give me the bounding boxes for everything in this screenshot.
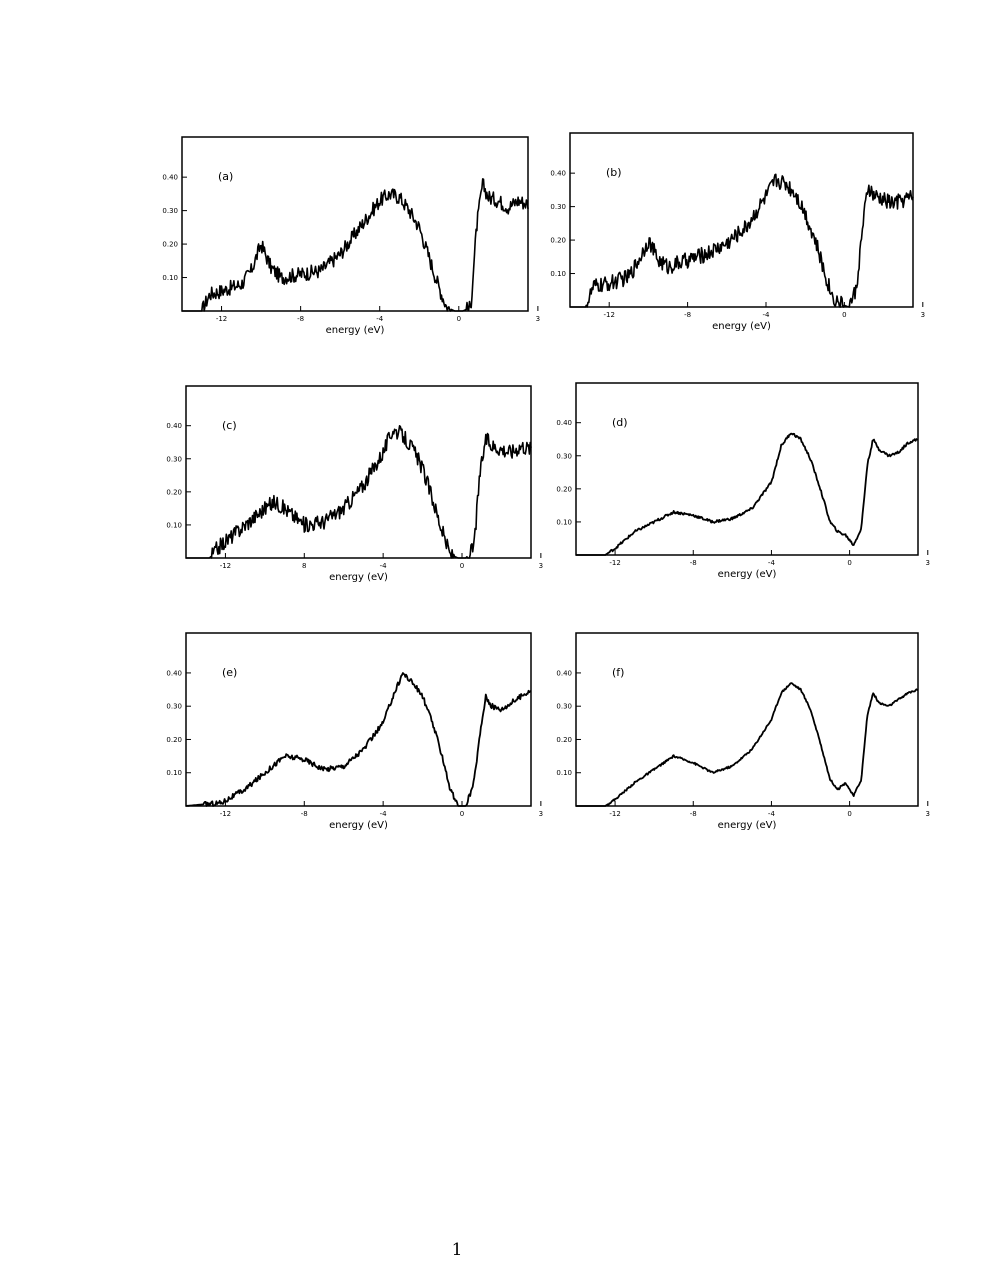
y-tick-label-e-2: 0.30 [166,703,182,711]
y-tick-label-f-2: 0.30 [556,703,572,711]
x-tick-label-d-1: -8 [690,559,697,567]
x-axis-title-d: energy (eV) [718,569,777,580]
spectrum-line-a [182,178,529,312]
plot-frame-e [185,632,532,807]
panel-label-d: (d) [612,416,628,429]
x-tick-label-f-3: 0 [847,810,851,818]
x-tick-label-d-0: -12 [609,559,620,567]
y-tick-label-c-2: 0.30 [166,455,182,463]
y-tick-label-d-0: 0.10 [556,518,572,526]
y-tick-label-a-1: 0.20 [162,241,178,249]
y-tick-label-b-0: 0.10 [550,270,566,278]
x-tick-label-a-4: 3 [536,315,540,323]
x-axis-title-e: energy (eV) [329,820,388,831]
y-tick-label-b-2: 0.30 [550,203,566,211]
y-tick-label-f-0: 0.10 [556,769,572,777]
y-tick-label-a-0: 0.10 [162,274,178,282]
x-tick-label-a-3: 0 [457,315,461,323]
x-tick-label-d-4: 3 [926,559,930,567]
spectrum-line-c [186,425,532,559]
y-tick-label-c-0: 0.10 [166,521,182,529]
x-tick-label-f-4: 3 [926,810,930,818]
x-tick-label-e-3: 0 [460,810,464,818]
plot-frame-f [575,632,919,807]
y-tick-label-a-2: 0.30 [162,207,178,215]
plot-frame-a [181,136,529,312]
y-tick-label-b-1: 0.20 [550,237,566,245]
x-tick-label-c-1: 8 [302,562,306,570]
x-axis-title-c: energy (eV) [329,572,388,583]
x-tick-label-b-2: -4 [763,311,771,319]
panel-b: 0.10 0.20 0.30 0.40 -12 -8 -4 0 3 energy (eV) (b) [550,132,925,332]
y-tick-label-d-2: 0.30 [556,452,572,460]
x-tick-label-b-0: -12 [603,311,614,319]
x-tick-label-b-3: 0 [842,311,846,319]
x-tick-label-f-2: -4 [768,810,776,818]
x-tick-label-b-1: -8 [684,311,691,319]
panel-label-b: (b) [606,166,622,179]
x-tick-label-c-2: -4 [380,562,388,570]
x-tick-label-d-3: 0 [847,559,851,567]
y-tick-label-f-3: 0.40 [556,669,572,677]
x-tick-label-e-1: -8 [301,810,308,818]
plot-frame-c [185,385,532,559]
x-tick-label-e-4: 3 [539,810,543,818]
panel-d: 0.10 0.20 0.30 0.40 -12 -8 -4 0 3 energy (eV) (d) [556,382,930,580]
x-axis-title-a: energy (eV) [326,325,385,336]
plot-frame-b [569,132,914,308]
y-tick-label-c-3: 0.40 [166,422,182,430]
y-tick-label-e-3: 0.40 [166,669,182,677]
spectrum-line-e [185,672,532,807]
x-axis-title-f: energy (eV) [718,820,777,831]
x-tick-label-c-0: -12 [220,562,231,570]
x-tick-label-a-1: -8 [297,315,304,323]
panel-label-f: (f) [612,666,624,679]
panel-label-a: (a) [218,170,233,183]
y-tick-label-c-1: 0.20 [166,488,182,496]
x-tick-label-f-1: -8 [690,810,697,818]
y-tick-label-b-3: 0.40 [550,170,566,178]
page-number: 1 [451,1240,463,1260]
panel-f: 0.10 0.20 0.30 0.40 -12 -8 -4 0 3 energy (eV) (f) [556,632,930,831]
plot-frame-d [575,382,919,556]
panel-a: 0.10 0.20 0.30 0.40 -12 -8 -4 0 3 energy (eV) (a) [162,136,540,336]
spectrum-line-b [570,173,914,308]
y-tick-label-e-0: 0.10 [166,769,182,777]
y-tick-label-e-1: 0.20 [166,736,182,744]
panel-label-e: (e) [222,666,237,679]
panel-label-c: (c) [222,419,237,432]
spectrum-line-d [575,432,919,556]
x-tick-label-c-4: 3 [539,562,543,570]
x-tick-label-e-2: -4 [380,810,388,818]
y-tick-label-a-3: 0.40 [162,174,178,182]
x-tick-label-f-0: -12 [609,810,620,818]
x-axis-title-b: energy (eV) [712,321,771,332]
panel-e: 0.10 0.20 0.30 0.40 -12 -8 -4 0 3 energy (eV) (e) [166,632,543,831]
x-tick-label-e-0: -12 [220,810,231,818]
x-tick-label-d-2: -4 [768,559,776,567]
y-tick-label-d-3: 0.40 [556,419,572,427]
spectrum-line-f [575,682,919,807]
panel-c: 0.10 0.20 0.30 0.40 -12 8 -4 0 3 energy (eV) (c) [166,385,543,583]
x-tick-label-c-3: 0 [460,562,464,570]
y-tick-label-f-1: 0.20 [556,736,572,744]
x-tick-label-b-4: 3 [921,311,925,319]
x-tick-label-a-0: -12 [216,315,227,323]
y-tick-label-d-1: 0.20 [556,485,572,493]
x-tick-label-a-2: -4 [376,315,384,323]
